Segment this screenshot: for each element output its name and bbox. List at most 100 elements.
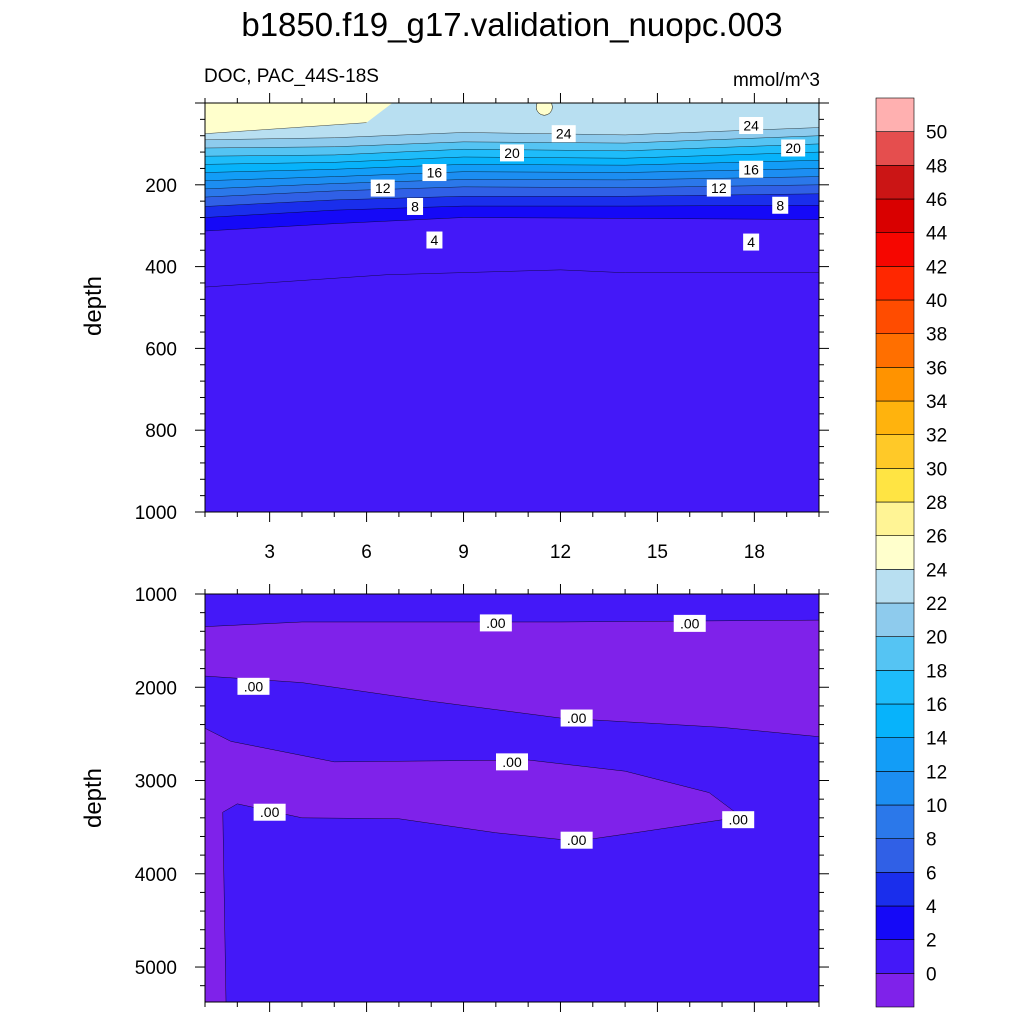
upper-frame bbox=[204, 102, 820, 513]
contour-label-text: .00 bbox=[728, 812, 748, 828]
lower-frame bbox=[204, 593, 820, 1003]
contour-label: .00 bbox=[253, 803, 286, 821]
contour-label: 24 bbox=[739, 116, 764, 134]
colorbar-swatch bbox=[875, 400, 915, 435]
colorbar-swatch bbox=[875, 670, 915, 705]
contour-line bbox=[205, 217, 819, 232]
contour-label: .00 bbox=[673, 614, 706, 632]
contour-label-bg bbox=[479, 614, 512, 632]
colorbar-label: 42 bbox=[926, 257, 947, 278]
lower-contour-field bbox=[205, 594, 819, 1002]
y-tick-label: 5000 bbox=[135, 958, 177, 979]
colorbar: 0246810121416182022242628303234363840424… bbox=[875, 97, 948, 1008]
contour-label-bg bbox=[253, 803, 286, 821]
colorbar-label: 20 bbox=[926, 628, 947, 649]
contour-label-bg bbox=[673, 614, 706, 632]
colorbar-swatch bbox=[875, 165, 915, 200]
contour-label-text: 16 bbox=[427, 165, 443, 181]
colorbar-label: 36 bbox=[926, 358, 947, 379]
contour-line bbox=[205, 160, 819, 173]
contour-label-bg bbox=[237, 677, 270, 695]
x-tick-label: 9 bbox=[458, 542, 469, 563]
lower-depth-panel: .00 .00 .00 .00 .00 .00 .00 .00 1000 2000 3000 4000… bbox=[80, 584, 829, 1012]
contour-label-text: .00 bbox=[502, 754, 522, 770]
contour-label-text: .00 bbox=[260, 804, 280, 820]
contour-label-bg bbox=[500, 144, 524, 162]
colorbar-swatch bbox=[875, 333, 915, 368]
contour-label: 4 bbox=[426, 231, 443, 249]
lower-x-axis bbox=[204, 584, 820, 1012]
colorbar-swatch bbox=[875, 569, 915, 604]
contour-label-bg bbox=[496, 753, 528, 771]
colorbar-swatch bbox=[875, 973, 915, 1008]
colorbar-swatch bbox=[875, 703, 915, 738]
colorbar-label: 34 bbox=[926, 392, 948, 413]
x-tick-label: 15 bbox=[647, 542, 668, 563]
contour-label-bg bbox=[772, 196, 789, 214]
contour-label-bg bbox=[551, 125, 576, 143]
contour-label-text: 12 bbox=[375, 180, 391, 196]
chart-title: b1850.f19_g17.validation_nuopc.003 bbox=[241, 6, 782, 43]
upper-x-axis: 3 6 9 12 15 18 bbox=[204, 93, 820, 563]
y-tick-label: 1000 bbox=[135, 503, 177, 524]
y-tick-label: 2000 bbox=[135, 678, 177, 699]
colorbar-label: 24 bbox=[926, 560, 948, 581]
colorbar-swatch bbox=[875, 905, 915, 940]
contour-label: 8 bbox=[407, 197, 424, 215]
contour-region bbox=[205, 728, 743, 1002]
contour-label: 16 bbox=[422, 164, 447, 182]
contour-label-text: 20 bbox=[504, 145, 520, 161]
colorbar-label: 8 bbox=[926, 830, 937, 851]
contour-label: .00 bbox=[479, 614, 512, 632]
colorbar-swatch bbox=[875, 131, 915, 166]
y-tick-label: 400 bbox=[145, 258, 177, 279]
colorbar-swatch bbox=[875, 198, 915, 233]
colorbar-label: 32 bbox=[926, 426, 947, 447]
contour-label-text: 4 bbox=[747, 234, 755, 250]
contour-label-text: 24 bbox=[556, 126, 572, 142]
upper-y-axis: 200 400 600 800 1000 bbox=[135, 102, 829, 524]
contour-region bbox=[205, 619, 819, 737]
contour-label-text: 4 bbox=[431, 232, 439, 248]
colorbar-label: 50 bbox=[926, 123, 947, 144]
colorbar-swatch bbox=[875, 468, 915, 503]
colorbar-swatch bbox=[875, 838, 915, 873]
contour-label: 20 bbox=[781, 139, 806, 157]
colorbar-swatch bbox=[875, 266, 915, 301]
y-tick-label: 600 bbox=[145, 339, 177, 360]
colorbar-label: 30 bbox=[926, 459, 947, 480]
colorbar-label: 28 bbox=[926, 493, 947, 514]
contour-label-text: .00 bbox=[567, 710, 587, 726]
colorbar-swatch bbox=[875, 434, 915, 469]
colorbar-label: 2 bbox=[926, 931, 937, 952]
colorbar-label: 4 bbox=[926, 897, 937, 918]
contour-line bbox=[205, 135, 819, 149]
colorbar-label: 12 bbox=[926, 762, 947, 783]
contour-label-bg bbox=[426, 231, 443, 249]
contour-label-bg bbox=[743, 233, 760, 251]
colorbar-swatch bbox=[875, 97, 915, 132]
colorbar-swatch bbox=[875, 367, 915, 402]
colorbar-swatch bbox=[875, 771, 915, 806]
contour-line bbox=[205, 168, 819, 181]
y-tick-label: 1000 bbox=[135, 585, 177, 606]
y-tick-label: 200 bbox=[145, 176, 177, 197]
contour-label-bg bbox=[407, 197, 424, 215]
contour-label-text: .00 bbox=[567, 832, 587, 848]
y-tick-label: 4000 bbox=[135, 865, 177, 886]
contour-label-bg bbox=[722, 811, 755, 829]
contour-label: 24 bbox=[551, 125, 576, 143]
contour-label-bg bbox=[560, 831, 593, 849]
colorbar-swatch bbox=[875, 872, 915, 907]
contour-label-text: 16 bbox=[743, 161, 759, 177]
upper-depth-panel: 24 24 20 20 16 16 12 12 8 8 4 4 3 6 9 12 15 18 200 400 600 80… bbox=[80, 93, 829, 563]
colorbar-swatch bbox=[875, 602, 915, 637]
contour-label-text: 8 bbox=[411, 198, 419, 214]
colorbar-swatch bbox=[875, 535, 915, 570]
contour-fill-band bbox=[205, 103, 819, 134]
colorbar-label: 10 bbox=[926, 796, 947, 817]
x-tick-label: 18 bbox=[744, 542, 765, 563]
colorbar-swatch bbox=[875, 737, 915, 772]
contour-line bbox=[205, 127, 819, 141]
colorbar-swatch bbox=[875, 299, 915, 334]
